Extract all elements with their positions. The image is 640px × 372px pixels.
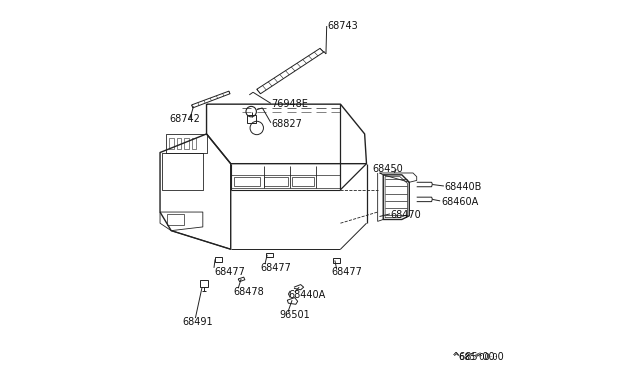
Bar bbox=[333, 258, 340, 263]
Text: 68470: 68470 bbox=[390, 210, 421, 220]
Text: 68477: 68477 bbox=[214, 267, 245, 276]
Bar bbox=[177, 138, 181, 149]
Bar bbox=[264, 177, 289, 186]
Text: ^685*00·0: ^685*00·0 bbox=[452, 352, 505, 362]
Bar bbox=[184, 138, 189, 149]
Text: 68440B: 68440B bbox=[445, 182, 482, 192]
Text: 68742: 68742 bbox=[170, 114, 200, 124]
Bar bbox=[170, 138, 174, 149]
Text: 68827: 68827 bbox=[271, 119, 303, 128]
Text: ^685*00·0: ^685*00·0 bbox=[452, 353, 498, 362]
Bar bbox=[248, 115, 255, 123]
Bar bbox=[292, 177, 314, 186]
Text: 68743: 68743 bbox=[328, 21, 358, 31]
Text: 68491: 68491 bbox=[182, 317, 213, 327]
Text: 68440A: 68440A bbox=[289, 290, 326, 299]
Bar bbox=[234, 177, 260, 186]
Bar bbox=[191, 138, 196, 149]
Bar bbox=[266, 253, 273, 257]
Bar bbox=[168, 214, 184, 225]
Bar bbox=[215, 257, 222, 262]
Text: 76948E: 76948E bbox=[271, 99, 308, 109]
Bar bbox=[200, 280, 209, 287]
Text: 96501: 96501 bbox=[279, 310, 310, 320]
Text: 68460A: 68460A bbox=[441, 197, 478, 206]
Text: 68450: 68450 bbox=[372, 164, 403, 174]
Text: 68477: 68477 bbox=[260, 263, 291, 273]
Text: 68477: 68477 bbox=[331, 267, 362, 277]
Text: 68478: 68478 bbox=[234, 287, 264, 297]
